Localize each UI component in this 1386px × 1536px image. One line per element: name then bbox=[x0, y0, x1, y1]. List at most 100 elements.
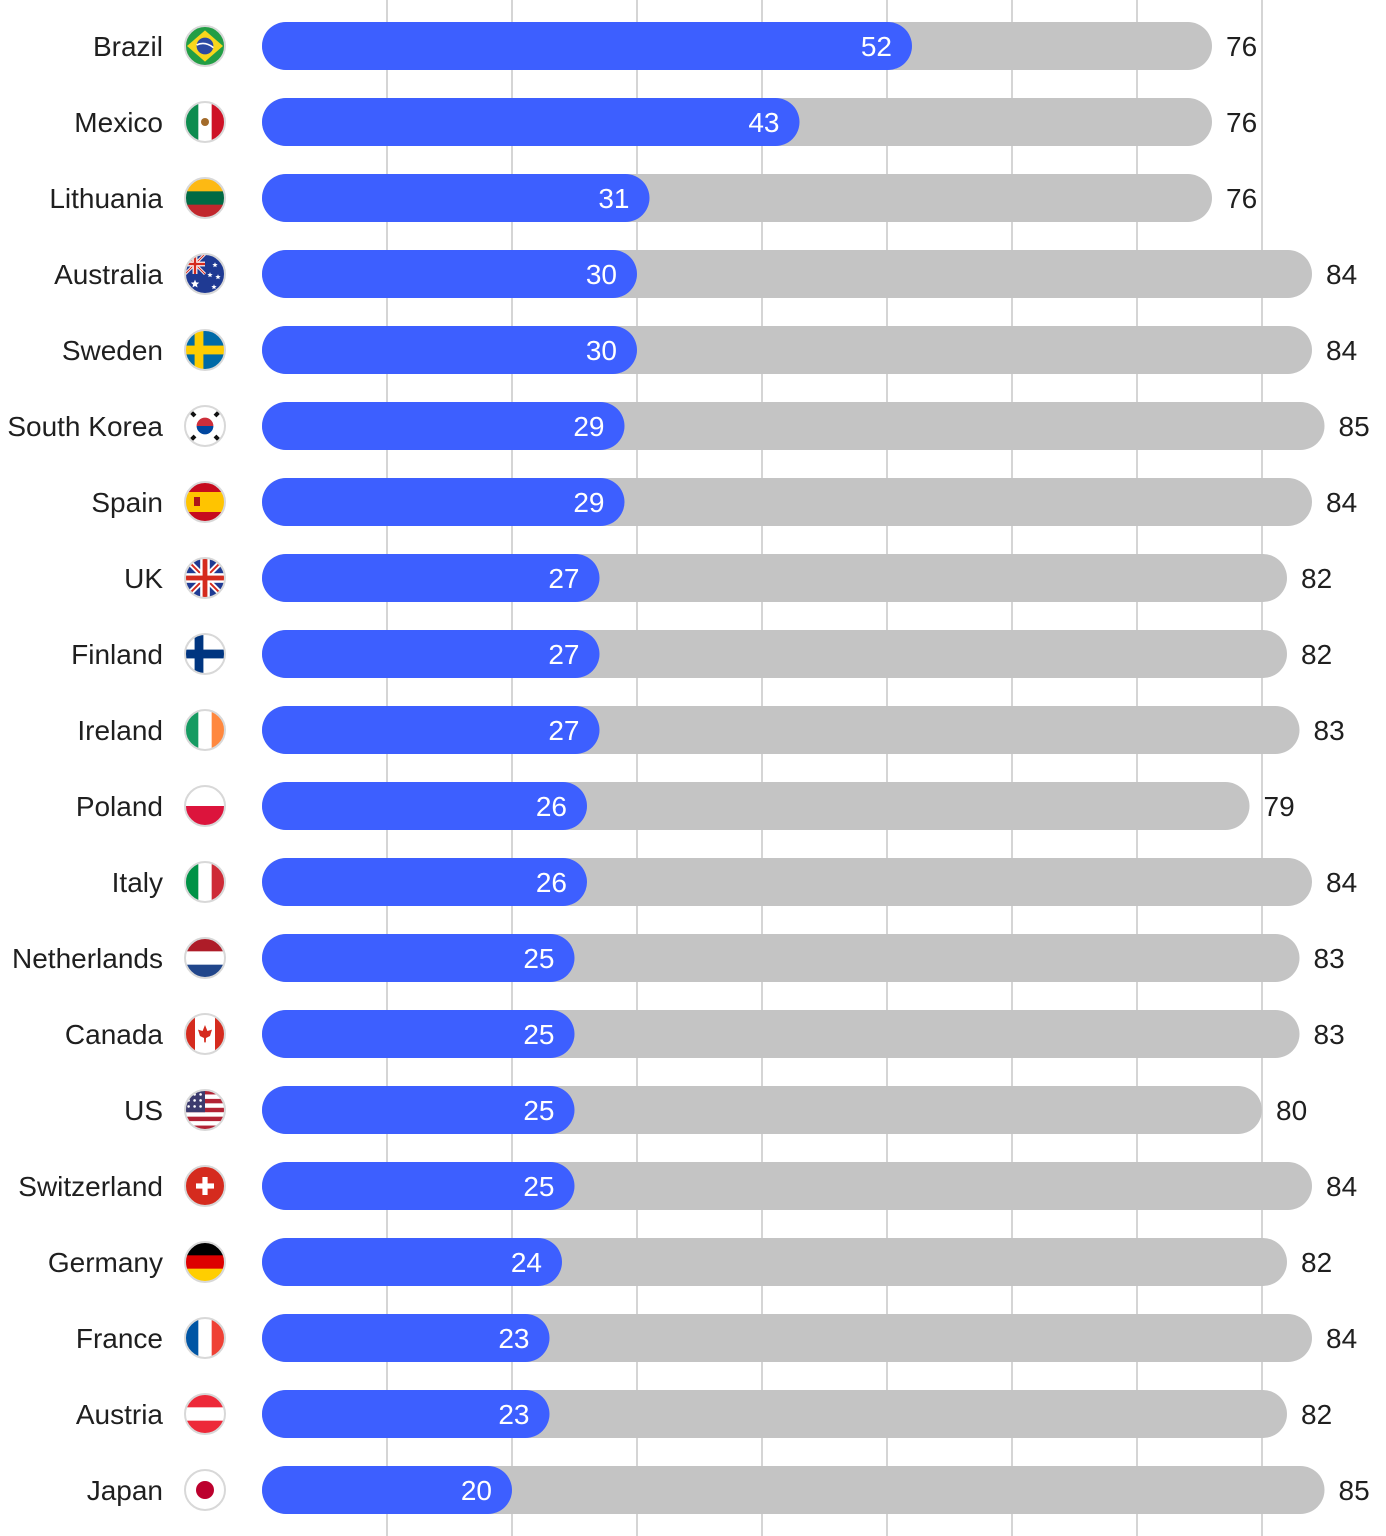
country-label: Finland bbox=[71, 639, 163, 670]
bar-row: South Korea 29 85 bbox=[7, 402, 1370, 450]
total-label: 83 bbox=[1314, 715, 1345, 746]
chart-rows: Brazil 52 76 Mexico 43 76 Lithuania 31 76 Austral… bbox=[7, 22, 1370, 1514]
value-bar bbox=[262, 98, 800, 146]
netherlands-flag-icon bbox=[184, 937, 226, 979]
country-label: Mexico bbox=[74, 107, 163, 138]
value-bar bbox=[262, 1314, 550, 1362]
germany-flag-icon bbox=[184, 1241, 226, 1283]
total-label: 84 bbox=[1326, 487, 1357, 518]
country-label: Ireland bbox=[77, 715, 163, 746]
value-label: 27 bbox=[548, 715, 579, 746]
gridlines bbox=[386, 0, 1263, 1536]
country-label: Lithuania bbox=[49, 183, 163, 214]
japan-flag-icon bbox=[184, 1469, 226, 1511]
country-label: Sweden bbox=[62, 335, 163, 366]
country-label: Switzerland bbox=[18, 1171, 163, 1202]
sweden-flag-icon bbox=[184, 329, 226, 371]
total-label: 82 bbox=[1301, 1399, 1332, 1430]
value-label: 20 bbox=[461, 1475, 492, 1506]
value-label: 26 bbox=[536, 791, 567, 822]
value-bar bbox=[262, 1086, 575, 1134]
australia-flag-icon bbox=[184, 253, 226, 295]
bar-row: Japan 20 85 bbox=[87, 1466, 1370, 1514]
total-label: 76 bbox=[1226, 183, 1257, 214]
brazil-flag-icon bbox=[184, 25, 226, 67]
total-label: 82 bbox=[1301, 639, 1332, 670]
bar-row: Sweden 30 84 bbox=[62, 326, 1357, 374]
country-label: Germany bbox=[48, 1247, 163, 1278]
total-label: 84 bbox=[1326, 867, 1357, 898]
finland-flag-icon bbox=[184, 633, 226, 675]
country-label: Spain bbox=[91, 487, 163, 518]
bar-row: UK 27 82 bbox=[124, 554, 1332, 602]
total-label: 83 bbox=[1314, 943, 1345, 974]
value-bar bbox=[262, 554, 600, 602]
bar-row: Italy 26 84 bbox=[112, 858, 1357, 906]
bar-row: France 23 84 bbox=[76, 1314, 1357, 1362]
bar-row: Mexico 43 76 bbox=[74, 98, 1257, 146]
country-label: UK bbox=[124, 563, 163, 594]
value-label: 52 bbox=[861, 31, 892, 62]
bar-row: Austria 23 82 bbox=[76, 1390, 1332, 1438]
value-bar bbox=[262, 1390, 550, 1438]
value-label: 25 bbox=[523, 943, 554, 974]
value-label: 25 bbox=[523, 1095, 554, 1126]
value-bar bbox=[262, 402, 625, 450]
bar-row: US 25 80 bbox=[124, 1086, 1307, 1134]
uk-flag-icon bbox=[184, 557, 226, 599]
value-label: 23 bbox=[498, 1323, 529, 1354]
value-bar bbox=[262, 1466, 512, 1514]
value-bar bbox=[262, 1010, 575, 1058]
austria-flag-icon bbox=[184, 1393, 226, 1435]
lithuania-flag-icon bbox=[184, 177, 226, 219]
country-label: South Korea bbox=[7, 411, 163, 442]
total-label: 84 bbox=[1326, 335, 1357, 366]
total-label: 84 bbox=[1326, 1171, 1357, 1202]
total-label: 82 bbox=[1301, 1247, 1332, 1278]
country-label: Japan bbox=[87, 1475, 163, 1506]
value-label: 31 bbox=[598, 183, 629, 214]
bar-row: Germany 24 82 bbox=[48, 1238, 1332, 1286]
value-bar bbox=[262, 706, 600, 754]
value-label: 29 bbox=[573, 487, 604, 518]
bar-row: Canada 25 83 bbox=[65, 1010, 1345, 1058]
value-label: 29 bbox=[573, 411, 604, 442]
value-bar bbox=[262, 174, 650, 222]
south-korea-flag-icon bbox=[184, 405, 226, 447]
bar-row: Switzerland 25 84 bbox=[18, 1162, 1357, 1210]
value-label: 25 bbox=[523, 1171, 554, 1202]
total-label: 84 bbox=[1326, 259, 1357, 290]
country-label: Canada bbox=[65, 1019, 164, 1050]
bar-row: Poland 26 79 bbox=[76, 782, 1295, 830]
value-bar bbox=[262, 1238, 562, 1286]
country-label: US bbox=[124, 1095, 163, 1126]
total-label: 85 bbox=[1339, 411, 1370, 442]
spain-flag-icon bbox=[184, 481, 226, 523]
country-label: France bbox=[76, 1323, 163, 1354]
value-label: 30 bbox=[586, 259, 617, 290]
canada-flag-icon bbox=[184, 1013, 226, 1055]
us-flag-icon bbox=[184, 1089, 226, 1131]
value-label: 30 bbox=[586, 335, 617, 366]
bar-row: Finland 27 82 bbox=[71, 630, 1332, 678]
value-label: 27 bbox=[548, 563, 579, 594]
total-label: 82 bbox=[1301, 563, 1332, 594]
france-flag-icon bbox=[184, 1317, 226, 1359]
total-label: 79 bbox=[1264, 791, 1295, 822]
country-label: Austria bbox=[76, 1399, 164, 1430]
value-label: 26 bbox=[536, 867, 567, 898]
value-bar bbox=[262, 934, 575, 982]
total-bar bbox=[262, 1466, 1325, 1514]
value-label: 25 bbox=[523, 1019, 554, 1050]
bar-row: Spain 29 84 bbox=[91, 478, 1357, 526]
total-label: 76 bbox=[1226, 31, 1257, 62]
total-label: 83 bbox=[1314, 1019, 1345, 1050]
value-bar bbox=[262, 250, 637, 298]
total-label: 85 bbox=[1339, 1475, 1370, 1506]
value-bar bbox=[262, 478, 625, 526]
value-label: 43 bbox=[748, 107, 779, 138]
country-label: Netherlands bbox=[12, 943, 163, 974]
bar-row: Lithuania 31 76 bbox=[49, 174, 1257, 222]
switzerland-flag-icon bbox=[184, 1165, 226, 1207]
bar-row: Australia 30 84 bbox=[54, 250, 1357, 298]
